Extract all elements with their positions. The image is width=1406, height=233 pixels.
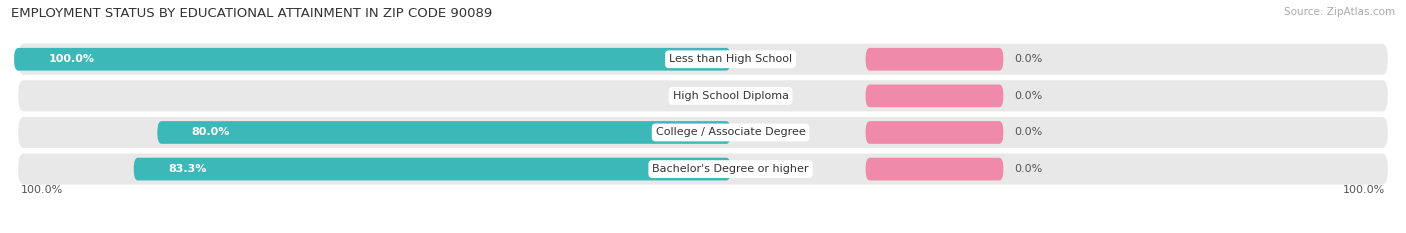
Text: High School Diploma: High School Diploma: [672, 91, 789, 101]
FancyBboxPatch shape: [866, 121, 1004, 144]
Text: Source: ZipAtlas.com: Source: ZipAtlas.com: [1284, 7, 1395, 17]
Text: 0.0%: 0.0%: [668, 91, 696, 101]
Text: 100.0%: 100.0%: [21, 185, 63, 195]
Text: College / Associate Degree: College / Associate Degree: [655, 127, 806, 137]
FancyBboxPatch shape: [866, 48, 1004, 71]
Text: 0.0%: 0.0%: [1014, 91, 1043, 101]
FancyBboxPatch shape: [18, 154, 1388, 185]
Text: 100.0%: 100.0%: [48, 54, 94, 64]
Text: 83.3%: 83.3%: [169, 164, 207, 174]
Text: 0.0%: 0.0%: [1014, 164, 1043, 174]
Text: 0.0%: 0.0%: [1014, 54, 1043, 64]
FancyBboxPatch shape: [866, 85, 1004, 107]
FancyBboxPatch shape: [18, 80, 1388, 111]
Text: 100.0%: 100.0%: [1343, 185, 1385, 195]
FancyBboxPatch shape: [14, 48, 731, 71]
Text: 0.0%: 0.0%: [1014, 127, 1043, 137]
Text: Less than High School: Less than High School: [669, 54, 792, 64]
FancyBboxPatch shape: [157, 121, 731, 144]
Text: Bachelor's Degree or higher: Bachelor's Degree or higher: [652, 164, 808, 174]
Text: EMPLOYMENT STATUS BY EDUCATIONAL ATTAINMENT IN ZIP CODE 90089: EMPLOYMENT STATUS BY EDUCATIONAL ATTAINM…: [11, 7, 492, 20]
FancyBboxPatch shape: [134, 158, 731, 180]
FancyBboxPatch shape: [866, 158, 1004, 180]
FancyBboxPatch shape: [18, 44, 1388, 75]
Text: 80.0%: 80.0%: [191, 127, 231, 137]
FancyBboxPatch shape: [18, 117, 1388, 148]
